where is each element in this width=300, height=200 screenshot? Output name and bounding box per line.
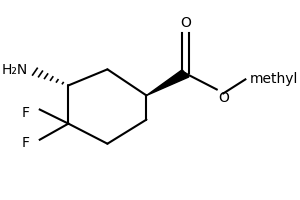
Text: F: F <box>21 105 29 119</box>
Text: H₂N: H₂N <box>2 63 28 77</box>
Text: F: F <box>21 135 29 149</box>
Text: O: O <box>180 16 191 30</box>
Polygon shape <box>146 70 189 96</box>
Text: methyl: methyl <box>249 72 298 86</box>
Text: O: O <box>218 91 229 105</box>
